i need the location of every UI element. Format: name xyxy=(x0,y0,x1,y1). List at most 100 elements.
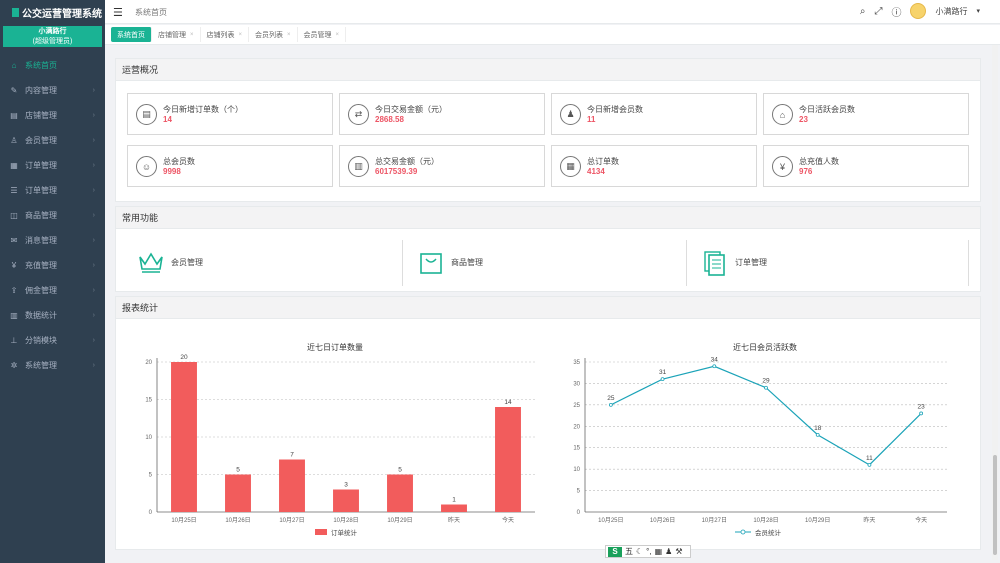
avatar[interactable] xyxy=(910,3,927,19)
stat-label: 总会员数 xyxy=(163,157,195,166)
files-icon xyxy=(701,250,729,276)
bar-value-label: 1 xyxy=(452,497,456,504)
user-icon: ♙ xyxy=(10,136,18,145)
user-role: (超级管理员) xyxy=(32,38,73,45)
bar-value-label: 5 xyxy=(398,467,402,474)
x-tick-label: 今天 xyxy=(915,516,927,524)
tab-label: 系统首页 xyxy=(117,31,145,39)
help-icon[interactable]: ⓘ xyxy=(891,7,902,19)
orders-chart: 近七日订单数量 0 5 10 15 20 20 10月25日 5 10月26日 7 10月27日 3 1… xyxy=(125,328,545,543)
shortcut-crown[interactable]: 会员管理 xyxy=(127,240,403,286)
tab[interactable]: 会员列表 × xyxy=(249,27,298,42)
point-value-label: 25 xyxy=(607,395,615,402)
bar-value-label: 3 xyxy=(344,482,348,489)
receipt-icon: ▦ xyxy=(560,156,581,177)
page-tabs: 系统首页 店铺管理 × 店铺列表 × 会员列表 × 会员管理 × xyxy=(105,25,1000,45)
shortcut-files[interactable]: 订单管理 xyxy=(691,240,969,286)
keyboard-icon[interactable]: ▦ xyxy=(654,547,663,556)
stat-card[interactable]: ▤ 今日新增订单数（个） 14 xyxy=(127,93,333,135)
sidebar-item[interactable]: ♙ 会员管理 › xyxy=(0,128,105,153)
sidebar: 公交运营管理系统 小满路行 (超级管理员) ⌂ 系统首页 ✎ 内容管理 › ▤ 店铺管理 › ♙… xyxy=(0,0,105,563)
x-tick-label: 10月27日 xyxy=(702,517,727,524)
sidebar-item[interactable]: ◫ 商品管理 › xyxy=(0,203,105,228)
top-user-name[interactable]: 小满路行 xyxy=(935,6,968,16)
ime-mode[interactable]: 五 xyxy=(625,547,633,556)
close-icon[interactable]: × xyxy=(190,31,194,38)
yen-icon: ¥ xyxy=(11,261,17,270)
sidebar-item[interactable]: ▦ 订单管理 › xyxy=(0,153,105,178)
person-icon[interactable]: ♟ xyxy=(665,547,673,556)
chevron-down-icon[interactable]: ▾ xyxy=(976,8,980,15)
tab[interactable]: 店铺列表 × xyxy=(201,27,250,42)
stat-value: 2868.58 xyxy=(375,115,404,124)
chevron-right-icon: › xyxy=(92,312,95,319)
close-icon[interactable]: × xyxy=(238,31,243,38)
sidebar-item[interactable]: ⇪ 佣金管理 › xyxy=(0,278,105,303)
moon-icon[interactable]: ☾ xyxy=(636,547,644,556)
sidebar-item-label: 消息管理 xyxy=(25,236,57,245)
shortcut-bag[interactable]: 商品管理 xyxy=(407,240,687,286)
tab[interactable]: 店铺管理 × xyxy=(152,27,201,42)
x-tick-label: 昨天 xyxy=(863,516,875,524)
punct-icon[interactable]: °, xyxy=(646,547,652,556)
chevron-right-icon: › xyxy=(92,262,95,269)
tab-label: 店铺列表 xyxy=(206,31,235,39)
sidebar-item[interactable]: ✉ 消息管理 › xyxy=(0,228,105,253)
sidebar-item[interactable]: ⌂ 系统首页 xyxy=(0,53,105,78)
tab[interactable]: 系统首页 xyxy=(111,27,152,42)
chevron-right-icon: › xyxy=(92,112,95,119)
chevron-right-icon: › xyxy=(92,187,95,194)
sidebar-item-label: 内容管理 xyxy=(25,86,57,95)
yen-circle-icon: ¥ xyxy=(772,156,793,177)
stat-card[interactable]: ☺ 总会员数 9998 xyxy=(127,145,333,187)
x-tick-label: 今天 xyxy=(502,516,514,524)
shortcut-label: 会员管理 xyxy=(171,258,203,267)
stat-card[interactable]: ¥ 总充值人数 976 xyxy=(763,145,969,187)
stat-value: 4134 xyxy=(587,167,605,176)
chart-icon: ▥ xyxy=(10,311,18,320)
sidebar-item[interactable]: ▤ 店铺管理 › xyxy=(0,103,105,128)
document-icon: ▤ xyxy=(136,104,157,125)
menu-toggle-icon[interactable]: ☰ xyxy=(113,7,123,19)
close-icon[interactable]: × xyxy=(287,31,291,38)
x-tick-label: 10月29日 xyxy=(387,517,412,524)
stat-card[interactable]: ⌂ 今日活跃会员数 23 xyxy=(763,93,969,135)
top-bar: ☰ 系统首页 ⌕ ⤢ ⓘ 小满路行 ▾ xyxy=(105,0,1000,24)
sidebar-item-label: 店铺管理 xyxy=(25,111,57,120)
ime-toolbar[interactable]: S 五 ☾ °, ▦ ♟ ⚒ xyxy=(605,545,691,558)
stat-card[interactable]: ♟ 今日新增会员数 11 xyxy=(551,93,757,135)
ime-logo-icon[interactable]: S xyxy=(608,546,622,557)
home-icon: ⌂ xyxy=(11,61,17,70)
data-point xyxy=(815,432,820,437)
calendar-icon: ▦ xyxy=(10,161,18,170)
search-icon[interactable]: ⌕ xyxy=(859,5,866,17)
y-tick-label: 15 xyxy=(145,398,152,404)
y-tick-label: 20 xyxy=(573,424,580,430)
bar xyxy=(441,504,467,512)
stat-card[interactable]: ▦ 总订单数 4134 xyxy=(551,145,757,187)
tab-label: 店铺管理 xyxy=(158,31,186,39)
legend-swatch xyxy=(315,529,327,535)
user-info[interactable]: 小满路行 (超级管理员) xyxy=(3,26,102,47)
fullscreen-icon[interactable]: ⤢ xyxy=(874,5,883,17)
sidebar-item[interactable]: ✲ 系统管理 › xyxy=(0,353,105,378)
close-icon[interactable]: × xyxy=(335,31,340,38)
sidebar-item[interactable]: ▥ 数据统计 › xyxy=(0,303,105,328)
scrollbar-thumb[interactable] xyxy=(993,455,997,555)
y-tick-label: 35 xyxy=(573,360,580,366)
breadcrumb[interactable]: 系统首页 xyxy=(135,8,167,17)
bag-icon xyxy=(417,250,445,276)
stat-card[interactable]: ▥ 总交易金额（元） 6017539.39 xyxy=(339,145,545,187)
page-scrollbar[interactable] xyxy=(992,45,998,560)
legend-label: 订单统计 xyxy=(331,528,358,537)
tab[interactable]: 会员管理 × xyxy=(298,27,347,42)
sidebar-item[interactable]: ☰ 订单管理 › xyxy=(0,178,105,203)
sidebar-item-label: 系统管理 xyxy=(25,361,57,370)
sidebar-item[interactable]: ✎ 内容管理 › xyxy=(0,78,105,103)
point-value-label: 11 xyxy=(866,455,873,462)
wrench-icon[interactable]: ⚒ xyxy=(675,547,683,556)
stat-label: 总订单数 xyxy=(587,157,619,166)
stat-card[interactable]: ⇄ 今日交易金额（元） 2868.58 xyxy=(339,93,545,135)
sidebar-item[interactable]: ⊥ 分销模块 › xyxy=(0,328,105,353)
sidebar-item[interactable]: ¥ 充值管理 › xyxy=(0,253,105,278)
